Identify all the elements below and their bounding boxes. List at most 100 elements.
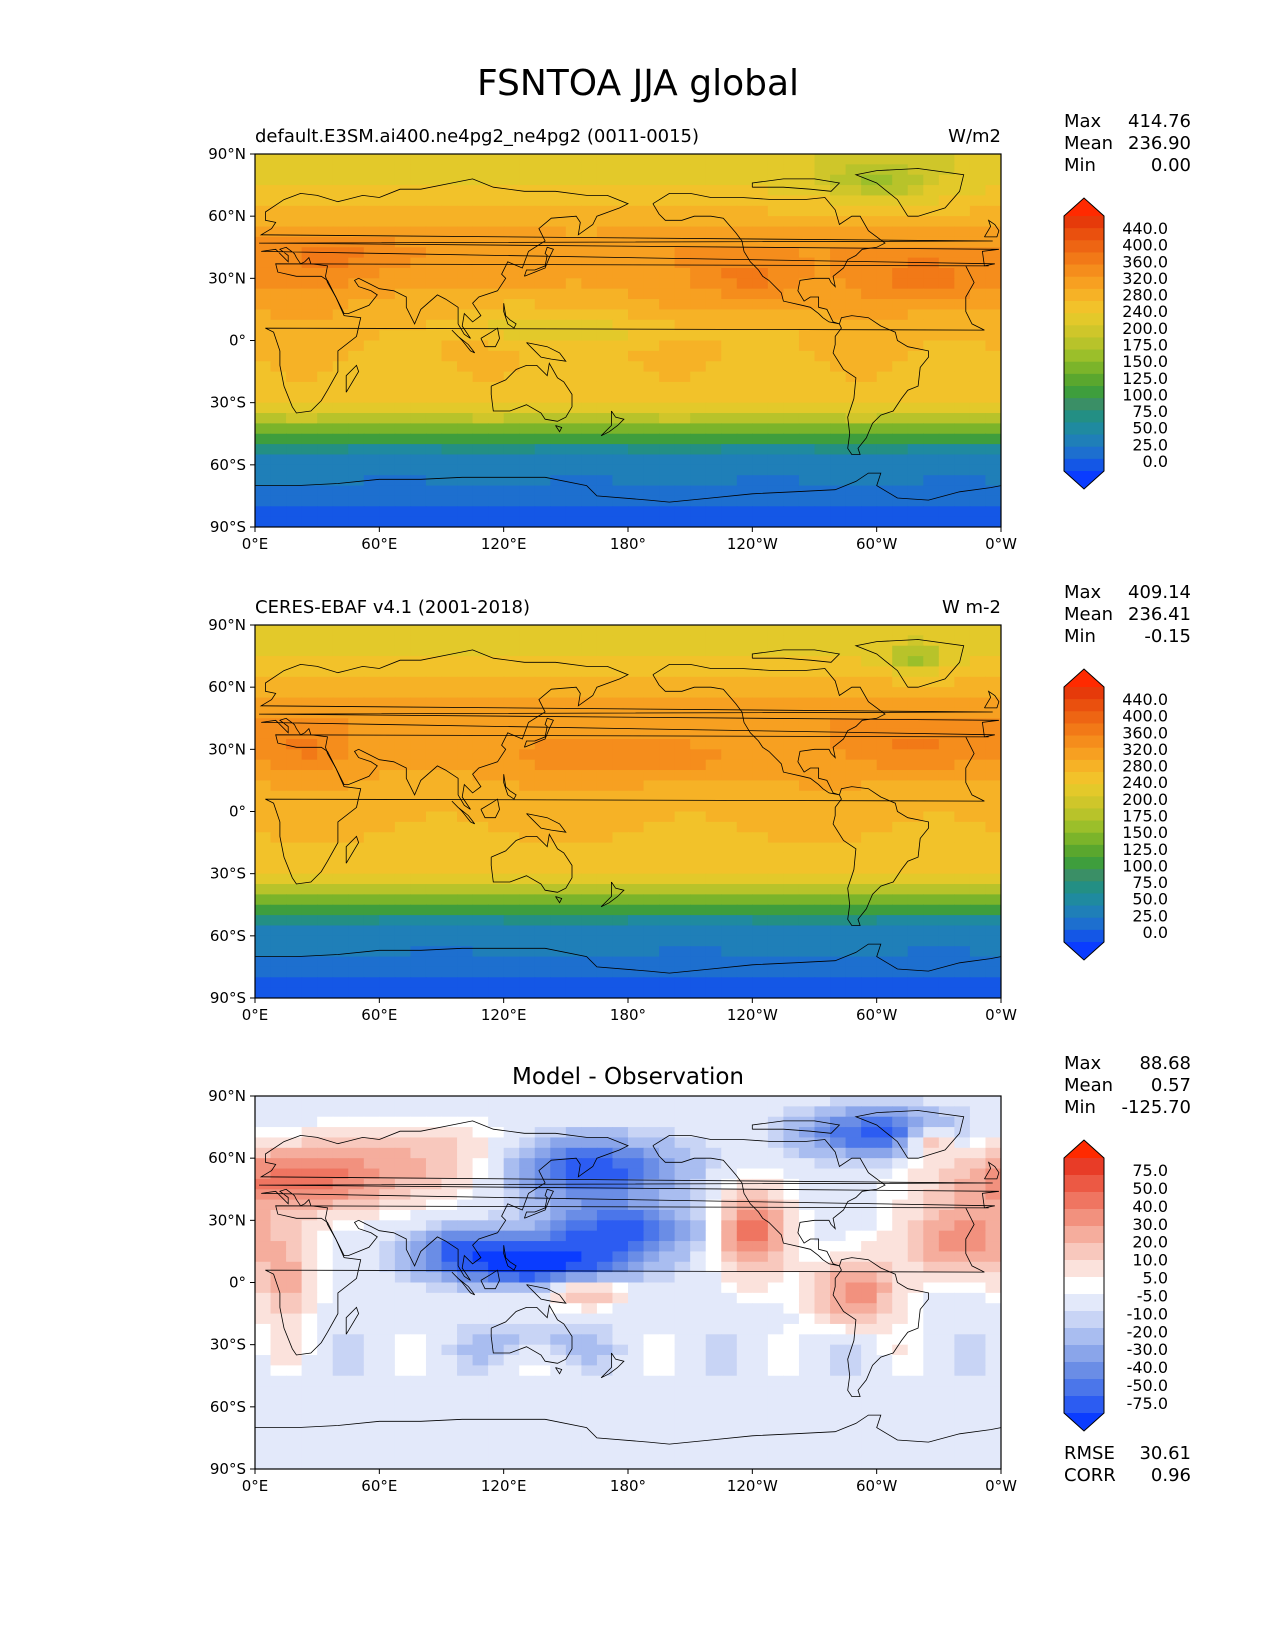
field-cell [410,195,427,207]
field-cell [659,516,676,527]
field-cell [472,257,489,269]
field-cell [410,371,427,383]
field-cell [410,288,427,300]
field-cell [379,884,396,895]
field-cell [705,656,722,668]
field-cell [457,852,474,864]
field-cell [628,267,645,279]
field-cell [876,956,893,968]
colorbar-segment [1064,735,1104,749]
field-cell [659,770,676,782]
field-cell [969,1168,987,1180]
field-cell [643,506,660,518]
field-cell [783,863,800,875]
field-cell [845,1116,862,1128]
field-cell [705,1344,722,1356]
field-cell [674,257,691,269]
field-cell [394,728,412,740]
field-cell [457,842,474,854]
colorbar-segment [1064,759,1104,773]
field-cell [659,164,676,176]
field-cell [845,977,862,989]
field-cell [301,1261,318,1273]
field-cell [348,925,365,937]
field-cell [830,1168,847,1180]
field-cell [301,350,318,362]
field-cell [907,1189,924,1201]
field-cell [659,852,676,864]
field-cell [767,1241,785,1253]
field-cell [503,402,520,414]
field-cell [628,1303,645,1315]
field-cell [690,392,707,404]
field-cell [938,873,955,885]
field-cell [596,1241,614,1253]
field-cell [596,267,614,279]
field-cell [488,392,505,404]
field-cell [394,506,412,518]
field-cell [503,154,520,165]
field-cell [643,1127,660,1139]
field-cell [892,801,909,813]
field-cell [332,154,349,165]
field-cell [286,371,303,383]
field-cell [830,516,847,527]
field-cell [798,1292,816,1304]
field-cell [907,915,924,927]
field-cell [317,288,334,300]
field-cell [379,873,396,885]
field-cell [425,516,443,527]
field-cell [643,925,660,937]
field-cell [969,495,987,507]
field-cell [363,267,380,279]
field-cell [798,1241,816,1253]
field-cell [394,444,412,456]
field-cell [410,676,427,688]
field-cell [798,278,816,290]
field-cell [441,174,458,186]
field-cell [674,1375,691,1387]
field-cell [783,340,800,352]
field-cell [643,780,660,792]
field-cell [519,1292,536,1304]
field-cell [690,904,707,916]
field-cell [628,801,645,813]
field-cell [938,444,955,456]
field-cell [985,454,1001,466]
field-cell [348,1313,365,1325]
field-cell [783,1220,800,1232]
field-cell [425,413,443,424]
field-cell [798,381,816,393]
field-cell [876,666,893,678]
field-cell [379,495,396,507]
field-cell [830,330,847,342]
field-cell [705,1178,722,1190]
field-cell [985,495,1001,507]
field-cell [985,433,1001,445]
field-cell [317,381,334,393]
field-cell [705,216,722,228]
field-cell [985,464,1001,476]
field-cell [255,1261,272,1273]
field-cell [969,1220,987,1232]
field-cell [721,635,738,647]
field-cell [410,904,427,916]
field-cell [550,790,567,802]
field-cell [410,1116,427,1128]
field-cell [441,842,458,854]
field-cell [394,1127,412,1139]
field-cell [363,1344,380,1356]
field-cell [705,247,722,259]
field-cell [659,1344,676,1356]
field-cell [534,935,551,947]
field-cell [814,195,831,207]
field-cell [457,977,474,989]
field-cell [503,1106,520,1118]
field-cell [301,1313,318,1325]
field-cell [721,226,738,238]
field-cell [938,154,955,165]
stat-value: -0.15 [1144,626,1191,647]
field-cell [783,832,800,844]
field-cell [348,1116,365,1128]
field-cell [969,707,987,719]
